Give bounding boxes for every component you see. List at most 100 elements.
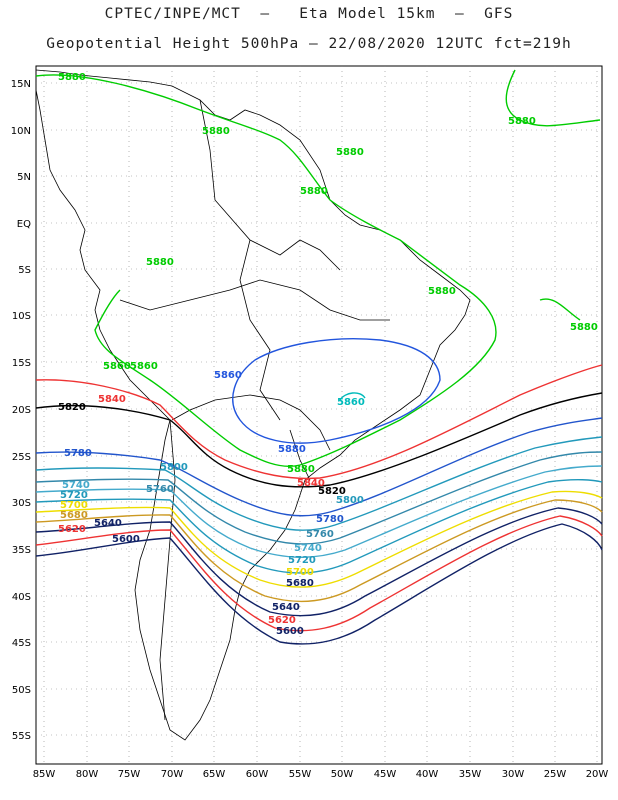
contour-label: 5620: [268, 615, 296, 626]
lat-label: 25S: [12, 452, 31, 463]
lat-label: 15N: [11, 79, 31, 90]
lon-label: 85W: [33, 769, 56, 780]
contour-5820: [35, 392, 603, 488]
contour-label: 5860: [130, 361, 158, 372]
lat-label: 50S: [12, 685, 31, 696]
lat-axis: 15N 10N 5N EQ 5S 10S 15S 20S 25S 30S 35S…: [11, 79, 31, 742]
lon-label: 50W: [331, 769, 354, 780]
border-line: [159, 419, 176, 721]
lat-label: 35S: [12, 545, 31, 556]
contour-5840: [35, 364, 603, 480]
contour-5760: [35, 451, 603, 545]
contour-label: 5780: [64, 448, 92, 459]
contour-5720: [35, 479, 603, 574]
lat-label: 40S: [12, 592, 31, 603]
lat-label: 20S: [12, 405, 31, 416]
contour-label: 5640: [94, 518, 122, 529]
contour-5880: [35, 74, 497, 467]
lat-label: 15S: [12, 358, 31, 369]
contour-label: 5780: [316, 514, 344, 525]
contour-label: 5800: [336, 495, 364, 506]
contour-label: 5880: [58, 72, 86, 83]
contour-label: 5760: [146, 484, 174, 495]
border-line: [119, 279, 390, 321]
lat-label: 5S: [18, 265, 31, 276]
lon-label: 25W: [544, 769, 567, 780]
lat-label: 45S: [12, 638, 31, 649]
border-line: [171, 394, 331, 451]
contour-label: 5840: [98, 394, 126, 405]
lon-axis: 85W 80W 75W 70W 65W 60W 55W 50W 45W 40W …: [33, 769, 609, 780]
south-america-coast: [35, 69, 471, 741]
graticule: [36, 66, 602, 764]
contour-label: 5880: [570, 322, 598, 333]
coastlines: [35, 69, 471, 741]
contour-5780: [35, 417, 603, 517]
lon-label: 20W: [586, 769, 609, 780]
contour-labels: 5880 5880 5880 5880 5880 5880 5880 5880 …: [58, 72, 598, 637]
contour-5800: [35, 436, 603, 531]
contour-label: 5720: [288, 555, 316, 566]
contour-label: 5600: [276, 626, 304, 637]
contour-label: 5740: [62, 480, 90, 491]
contour-label: 5740: [294, 543, 322, 554]
contour-5880-ne: [505, 69, 601, 127]
lon-label: 70W: [161, 769, 184, 780]
contour-label: 5760: [306, 529, 334, 540]
contour-5660: [35, 507, 603, 617]
contour-5740: [35, 465, 603, 558]
contour-label: 5860: [103, 361, 131, 372]
lat-label: 30S: [12, 498, 31, 509]
lon-label: 45W: [374, 769, 397, 780]
contour-5700: [35, 490, 603, 588]
contours: [35, 69, 603, 645]
contour-5620: [35, 515, 603, 632]
lat-label: 5N: [17, 172, 31, 183]
contour-label: 5880: [287, 464, 315, 475]
contour-label: 5680: [60, 510, 88, 521]
contour-label: 5620: [58, 524, 86, 535]
contour-label: 5600: [112, 534, 140, 545]
contour-label: 5880: [278, 444, 306, 455]
lon-label: 35W: [459, 769, 482, 780]
lat-label: 55S: [12, 731, 31, 742]
border-line: [199, 99, 341, 271]
contour-5680: [35, 499, 603, 603]
contour-label: 5840: [297, 478, 325, 489]
contour-label: 5720: [60, 490, 88, 501]
lon-label: 30W: [502, 769, 525, 780]
contour-label: 5880: [508, 116, 536, 127]
contour-label: 5820: [58, 402, 86, 413]
contour-label: 5820: [318, 486, 346, 497]
contour-5840-cyan: [339, 392, 366, 401]
lat-label: EQ: [17, 219, 31, 230]
contour-label: 5880: [300, 186, 328, 197]
lon-label: 65W: [203, 769, 226, 780]
contour-5860: [232, 338, 441, 444]
lon-label: 80W: [76, 769, 99, 780]
contour-label: 5800: [160, 462, 188, 473]
contour-label: 5880: [428, 286, 456, 297]
contour-label: 5880: [146, 257, 174, 268]
lon-label: 40W: [416, 769, 439, 780]
border-line: [239, 239, 281, 421]
contour-label: 5680: [286, 578, 314, 589]
contour-label: 5700: [286, 567, 314, 578]
map-frame: [35, 65, 603, 765]
lat-label: 10N: [11, 126, 31, 137]
contour-label: 5880: [336, 147, 364, 158]
contour-label: 5860: [214, 370, 242, 381]
contour-5600: [35, 523, 603, 645]
contour-label: 5860: [337, 397, 365, 408]
border-line: [289, 429, 311, 481]
lon-label: 75W: [118, 769, 141, 780]
title-line-1: CPTEC/INPE/MCT – Eta Model 15km – GFS: [104, 6, 514, 22]
contour-label: 5700: [60, 500, 88, 511]
contour-5880-e: [539, 298, 581, 321]
lon-label: 60W: [246, 769, 269, 780]
lon-label: 55W: [289, 769, 312, 780]
contour-label: 5640: [272, 602, 300, 613]
title-line-2: Geopotential Height 500hPa – 22/08/2020 …: [46, 36, 572, 52]
contour-label: 5880: [202, 126, 230, 137]
